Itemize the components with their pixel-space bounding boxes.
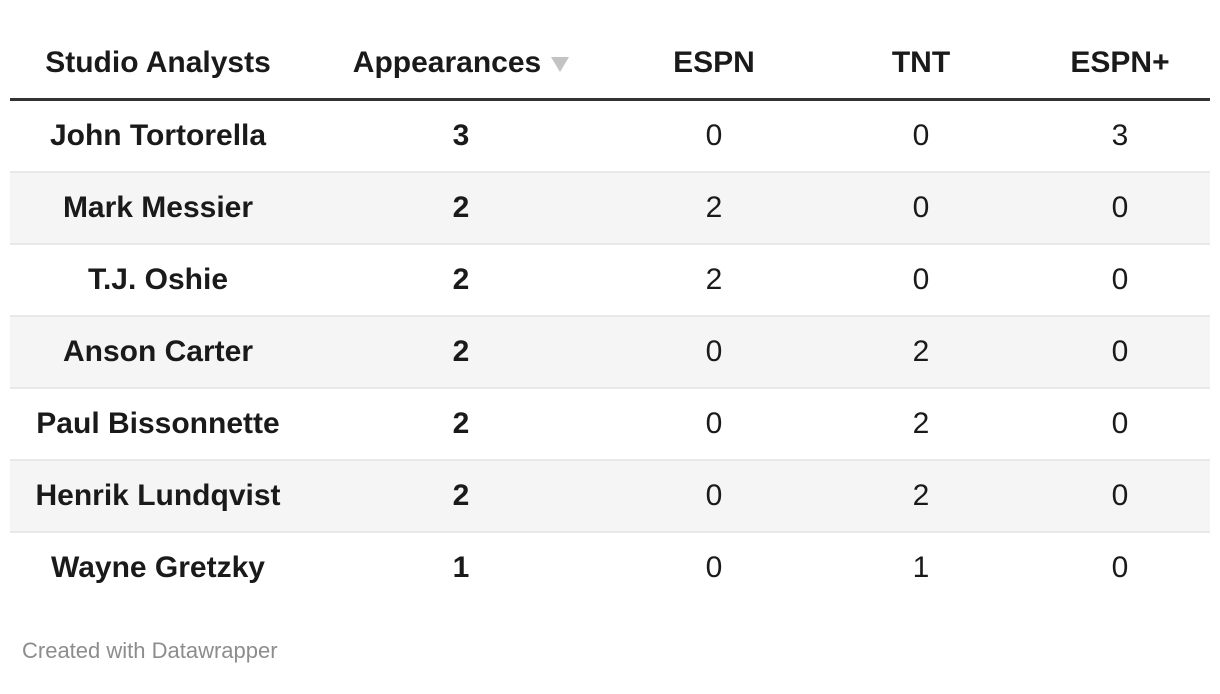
table-body: John Tortorella 3 0 0 3 Mark Messier 2 2… <box>10 99 1210 604</box>
espn-plus-cell: 0 <box>1030 387 1210 461</box>
espn-cell: 0 <box>616 99 812 173</box>
table-header: Studio Analysts Appearances ESPN TNT ESP… <box>10 0 1210 101</box>
analyst-name-cell: Henrik Lundqvist <box>10 459 306 533</box>
sort-descending-icon <box>551 57 570 72</box>
appearances-cell: 2 <box>306 387 616 461</box>
column-header-espn-plus[interactable]: ESPN+ <box>1030 0 1210 101</box>
tnt-cell: 2 <box>812 315 1030 389</box>
tnt-cell: 2 <box>812 387 1030 461</box>
espn-plus-cell: 0 <box>1030 171 1210 245</box>
analyst-name-cell: Wayne Gretzky <box>51 551 265 584</box>
column-header-label: ESPN <box>673 46 755 79</box>
appearances-cell: 1 <box>452 551 470 584</box>
column-header-label: ESPN+ <box>1070 46 1170 79</box>
table-row: T.J. Oshie 2 2 0 0 <box>10 243 1210 317</box>
appearances-cell: 2 <box>306 171 616 245</box>
studio-analysts-table: Studio Analysts Appearances ESPN TNT ESP… <box>10 0 1210 604</box>
header-row: Studio Analysts Appearances ESPN TNT ESP… <box>10 0 1210 101</box>
tnt-cell: 0 <box>812 171 1030 245</box>
tnt-cell: 0 <box>812 99 1030 173</box>
column-header-label: Appearances <box>352 46 542 79</box>
espn-plus-cell: 3 <box>1030 99 1210 173</box>
analyst-name-cell: Mark Messier <box>10 171 306 245</box>
analyst-name-cell: John Tortorella <box>10 99 306 173</box>
table-row: Mark Messier 2 2 0 0 <box>10 171 1210 245</box>
tnt-cell: 1 <box>912 551 930 584</box>
datawrapper-attribution-link[interactable]: Created with Datawrapper <box>22 637 278 663</box>
appearances-cell: 3 <box>306 99 616 173</box>
espn-plus-cell: 0 <box>1030 243 1210 317</box>
column-header-studio-analysts[interactable]: Studio Analysts <box>10 0 306 101</box>
espn-cell: 0 <box>616 459 812 533</box>
espn-cell: 2 <box>616 171 812 245</box>
espn-cell: 0 <box>616 315 812 389</box>
tnt-cell: 2 <box>812 459 1030 533</box>
column-header-tnt[interactable]: TNT <box>812 0 1030 101</box>
analyst-name-cell: T.J. Oshie <box>10 243 306 317</box>
espn-plus-cell: 0 <box>1030 315 1210 389</box>
appearances-cell: 2 <box>306 243 616 317</box>
appearances-cell: 2 <box>306 315 616 389</box>
tnt-cell: 0 <box>812 243 1030 317</box>
column-header-label: Studio Analysts <box>45 46 271 79</box>
table-row: Paul Bissonnette 2 0 2 0 <box>10 387 1210 461</box>
espn-cell: 0 <box>616 387 812 461</box>
table-row: Henrik Lundqvist 2 0 2 0 <box>10 459 1210 533</box>
table-row: Anson Carter 2 0 2 0 <box>10 315 1210 389</box>
appearances-cell: 2 <box>306 459 616 533</box>
espn-cell: 0 <box>705 551 723 584</box>
espn-cell: 2 <box>616 243 812 317</box>
table-row: Wayne Gretzky 1 0 1 0 <box>10 532 1210 604</box>
column-header-label: TNT <box>891 46 951 79</box>
espn-plus-cell: 0 <box>1030 459 1210 533</box>
analyst-name-cell: Paul Bissonnette <box>10 387 306 461</box>
column-header-espn[interactable]: ESPN <box>616 0 812 101</box>
espn-plus-cell: 0 <box>1111 551 1129 584</box>
analyst-name-cell: Anson Carter <box>10 315 306 389</box>
table-container: Studio Analysts Appearances ESPN TNT ESP… <box>10 0 1210 663</box>
column-header-appearances[interactable]: Appearances <box>306 0 616 101</box>
table-row: John Tortorella 3 0 0 3 <box>10 99 1210 173</box>
